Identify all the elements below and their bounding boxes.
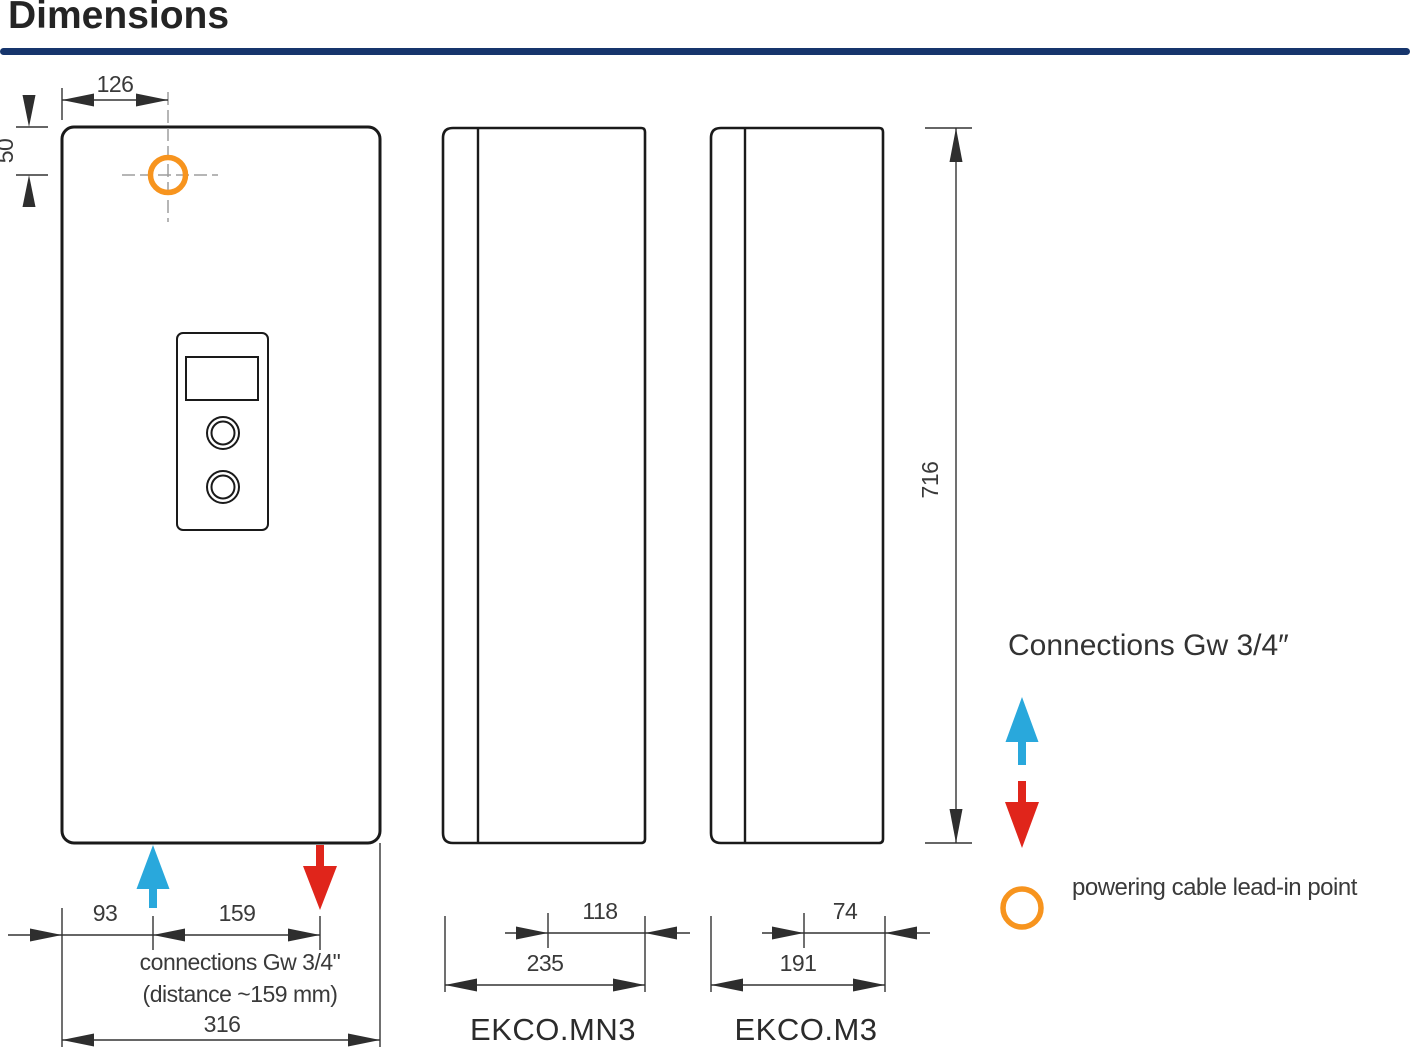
connections-note-line1: connections Gw 3/4" [140, 949, 341, 975]
dim-159-label: 159 [219, 900, 256, 926]
side-view-mn3: 118 235 EKCO.MN3 [441, 126, 690, 1047]
legend-cable-note: powering cable lead-in point [1072, 874, 1358, 901]
legend-inlet-arrow-icon [1005, 697, 1039, 765]
dim-126-label: 126 [97, 71, 134, 97]
display-screen [185, 356, 259, 401]
cable-lead-in-marker [147, 154, 189, 196]
dim-93-label: 93 [93, 900, 118, 926]
dim-126: 126 [61, 71, 168, 120]
dim-118-label: 118 [582, 898, 617, 924]
model-label-mn3: EKCO.MN3 [470, 1012, 636, 1047]
legend-outlet-arrow-icon [1005, 781, 1039, 848]
model-label-m3: EKCO.M3 [734, 1012, 877, 1047]
inlet-arrow-icon [136, 845, 170, 908]
control-panel [176, 332, 269, 531]
knob-lower-inner [210, 474, 236, 500]
dim-bottom-front: 93 159 connections Gw 3/4" (distance ~15… [8, 843, 381, 1047]
legend-cable-circle-icon [1000, 886, 1044, 930]
side-view-m3: 74 191 EKCO.M3 [709, 126, 930, 1047]
outlet-arrow-icon [303, 845, 337, 910]
mn3-body-outline [441, 126, 647, 845]
page-title: Dimensions [8, 0, 230, 37]
knob-upper-icon [206, 416, 240, 450]
dim-50-label: 50 [0, 139, 18, 164]
knob-lower-icon [206, 470, 240, 504]
control-panel-outline [176, 332, 269, 531]
title-underline [0, 48, 1410, 55]
dim-74-label: 74 [833, 898, 858, 924]
knob-upper-inner [210, 420, 236, 446]
dim-50: 50 [0, 95, 48, 207]
front-body-outline [60, 125, 382, 845]
dim-235-label: 235 [527, 950, 564, 976]
dim-716: 716 [917, 127, 972, 844]
connections-note-line2: (distance ~159 mm) [143, 981, 338, 1007]
m3-body-outline [709, 126, 885, 845]
dim-191-label: 191 [780, 950, 817, 976]
dim-716-label: 716 [917, 462, 943, 499]
legend: Connections Gw 3/4″ powering cable lead-… [1000, 629, 1358, 930]
dim-316-label: 316 [204, 1011, 241, 1037]
legend-connections-title: Connections Gw 3/4″ [1008, 629, 1289, 662]
front-view [60, 92, 382, 910]
